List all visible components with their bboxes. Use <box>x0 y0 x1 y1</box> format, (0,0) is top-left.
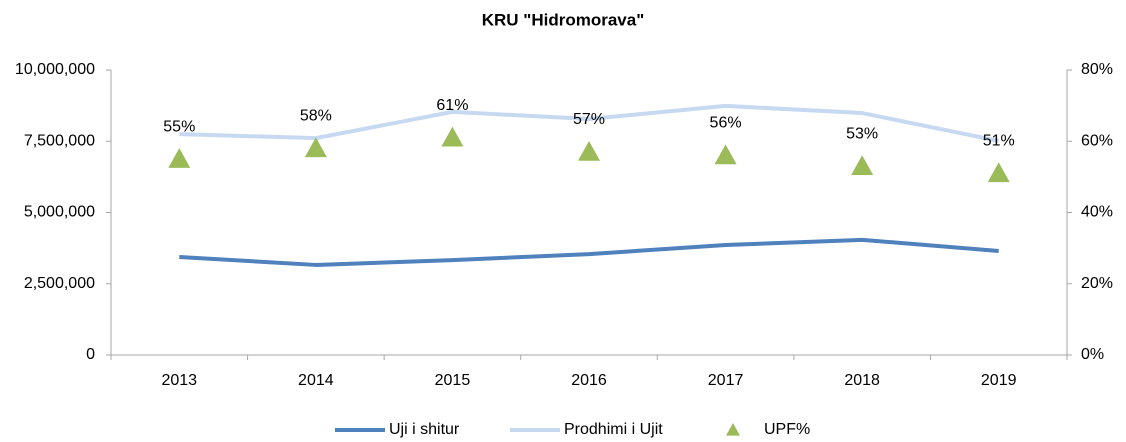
marker <box>851 155 874 175</box>
marker <box>441 126 464 147</box>
x-tick-label: 2014 <box>298 372 334 389</box>
y2-tick-label: 80% <box>1081 61 1113 78</box>
y-tick-label: 2,500,000 <box>24 275 95 292</box>
x-tick-label: 2017 <box>708 372 744 389</box>
y2-tick-label: 40% <box>1081 204 1113 221</box>
line <box>179 237 999 267</box>
marker <box>714 144 737 165</box>
data-label: 56% <box>710 115 742 132</box>
chart-title: KRU "Hidromorava" <box>482 10 645 29</box>
y2-tick-label: 0% <box>1081 346 1104 363</box>
data-label: 51% <box>983 133 1015 150</box>
data-label: 55% <box>163 118 195 135</box>
marker <box>987 162 1010 183</box>
x-tick-label: 2015 <box>435 372 471 389</box>
y2-tick-label: 20% <box>1081 275 1113 292</box>
y2-tick-label: 60% <box>1081 132 1113 149</box>
data-label: 53% <box>846 125 878 142</box>
x-tick-label: 2018 <box>844 372 880 389</box>
legend-label: Prodhimi i Ujit <box>564 421 663 438</box>
marker <box>304 137 327 158</box>
data-label: 61% <box>436 97 468 114</box>
y-tick-label: 5,000,000 <box>24 204 95 221</box>
data-label: 58% <box>300 108 332 125</box>
legend-marker <box>726 423 740 436</box>
x-tick-label: 2019 <box>981 372 1017 389</box>
marker <box>578 140 600 161</box>
y-tick-label: 10,000,000 <box>15 61 95 78</box>
x-tick-label: 2016 <box>571 372 607 389</box>
legend-label: Uji i shitur <box>389 421 460 438</box>
data-label: 57% <box>573 111 605 128</box>
y-tick-label: 7,500,000 <box>24 132 95 149</box>
marker <box>168 148 191 168</box>
y-tick-label: 0 <box>86 346 95 363</box>
x-tick-label: 2013 <box>161 372 197 389</box>
legend-label: UPF% <box>764 421 810 438</box>
